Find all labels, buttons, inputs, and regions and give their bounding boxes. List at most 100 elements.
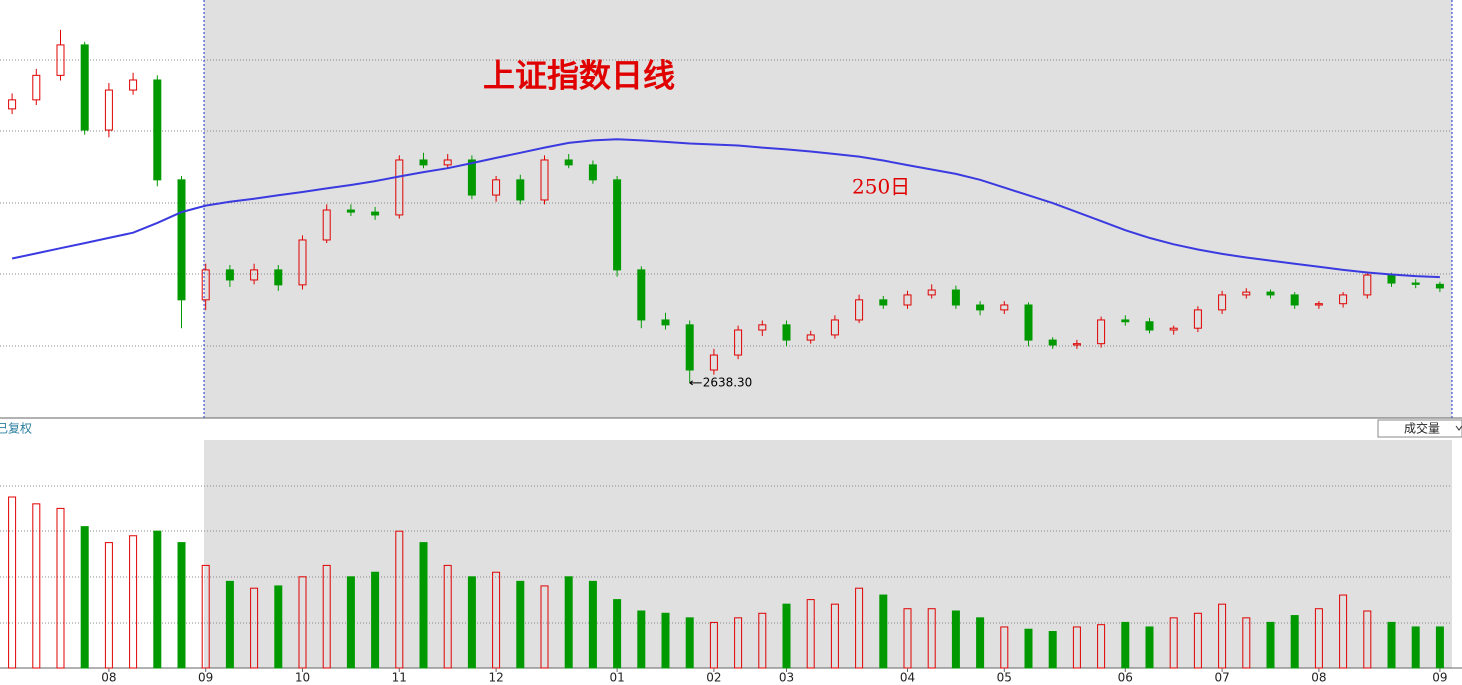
volume-bar [225, 580, 234, 669]
volume-bar [1266, 621, 1275, 669]
volume-bar [1145, 626, 1154, 669]
volume-bar [1339, 594, 1348, 669]
candle-body [1290, 294, 1299, 306]
volume-bar [588, 580, 597, 669]
candle-body [1314, 303, 1323, 306]
volume-bar [80, 526, 89, 669]
volume-bar [758, 612, 767, 669]
candle-body [540, 159, 549, 201]
volume-bar [1121, 621, 1130, 669]
candle-body [153, 79, 162, 181]
volume-bar [1193, 612, 1202, 669]
candle-body [1387, 274, 1396, 284]
candle-body [274, 269, 283, 286]
candle-body [588, 164, 597, 181]
x-tick-label: 05 [997, 671, 1012, 685]
volume-bar [734, 617, 743, 669]
candle-body [346, 209, 355, 213]
candle-body [1339, 294, 1348, 305]
x-tick-label: 12 [488, 671, 503, 685]
candle-body [734, 329, 743, 356]
volume-bar [56, 507, 65, 669]
volume-bar [104, 542, 113, 669]
candle-body [1000, 304, 1009, 311]
candle-body [201, 269, 210, 301]
candle-body [1411, 282, 1420, 285]
candle-body [250, 269, 259, 281]
candle-body [395, 159, 404, 216]
ma-line [11, 138, 1440, 279]
volume-selector[interactable] [1377, 419, 1462, 438]
x-tick-label: 04 [900, 671, 915, 685]
volume-bar [1024, 628, 1033, 669]
volume-bar [274, 585, 283, 669]
volume-bar [32, 503, 41, 669]
candle-body [492, 179, 501, 196]
chart-title: 上证指数日线 [483, 57, 675, 95]
candle-body [467, 159, 476, 196]
volume-bar [443, 564, 452, 669]
candle-body [1121, 319, 1130, 323]
x-tick-label: 01 [609, 671, 624, 685]
volume-bar [516, 580, 525, 669]
volume-bar [1169, 617, 1178, 669]
volume-bar [467, 576, 476, 669]
volume-bar [564, 576, 573, 669]
candle-body [927, 289, 936, 296]
volume-bar [806, 599, 815, 669]
annotation-label: 2638.30 [703, 375, 753, 389]
candle-body [1024, 304, 1033, 341]
candle-body [976, 304, 985, 311]
candle-body [419, 159, 428, 166]
volume-bar [661, 612, 670, 669]
volume-bar [879, 594, 888, 669]
candle-body [685, 324, 694, 371]
candle-body [443, 159, 452, 166]
x-tick-label: 08 [1311, 671, 1326, 685]
x-tick-label: 09 [1432, 671, 1447, 685]
volume-bar [346, 576, 355, 669]
volume-bar [1435, 626, 1444, 669]
candle-body [1242, 291, 1251, 296]
ma-legend: 250日 [852, 175, 910, 199]
candle-body [903, 294, 912, 306]
candle-body [613, 179, 622, 271]
volume-bar [976, 617, 985, 669]
volume-label[interactable]: 成交量 [1404, 421, 1440, 436]
x-tick-label: 08 [101, 671, 116, 685]
candle-body [1097, 319, 1106, 345]
candle-body [177, 179, 186, 301]
volume-bar [1097, 624, 1106, 669]
volume-bar [540, 585, 549, 669]
volume-bar [685, 617, 694, 669]
x-tick-label: 10 [295, 671, 310, 685]
candle-body [637, 269, 646, 321]
volume-bar [855, 587, 864, 669]
candle-body [782, 324, 791, 341]
candle-body [855, 299, 864, 321]
x-tick-label: 03 [779, 671, 794, 685]
volume-bar [250, 587, 259, 669]
selected-range [204, 0, 1452, 418]
candle-body [322, 209, 331, 241]
selected-range-volume [204, 440, 1452, 668]
x-tick-label: 07 [1214, 671, 1229, 685]
volume-bar [1290, 615, 1299, 669]
candle-body [129, 79, 138, 91]
candle-body [1145, 321, 1154, 331]
candle-body [830, 319, 839, 336]
candle-body [758, 324, 767, 331]
candle-body [298, 239, 307, 286]
dropdown-arrow [1455, 425, 1462, 431]
volume-bar [177, 542, 186, 669]
volume-bar [782, 603, 791, 669]
adjust-label: 已复权 [0, 422, 32, 436]
grid [0, 59, 1452, 624]
candle-body [951, 289, 960, 306]
candle-body [1193, 309, 1202, 329]
candle-body [516, 179, 525, 201]
candle-body [1435, 283, 1444, 289]
candle-body [1072, 343, 1081, 346]
volume-bar [951, 610, 960, 669]
volume-bar [322, 564, 331, 669]
